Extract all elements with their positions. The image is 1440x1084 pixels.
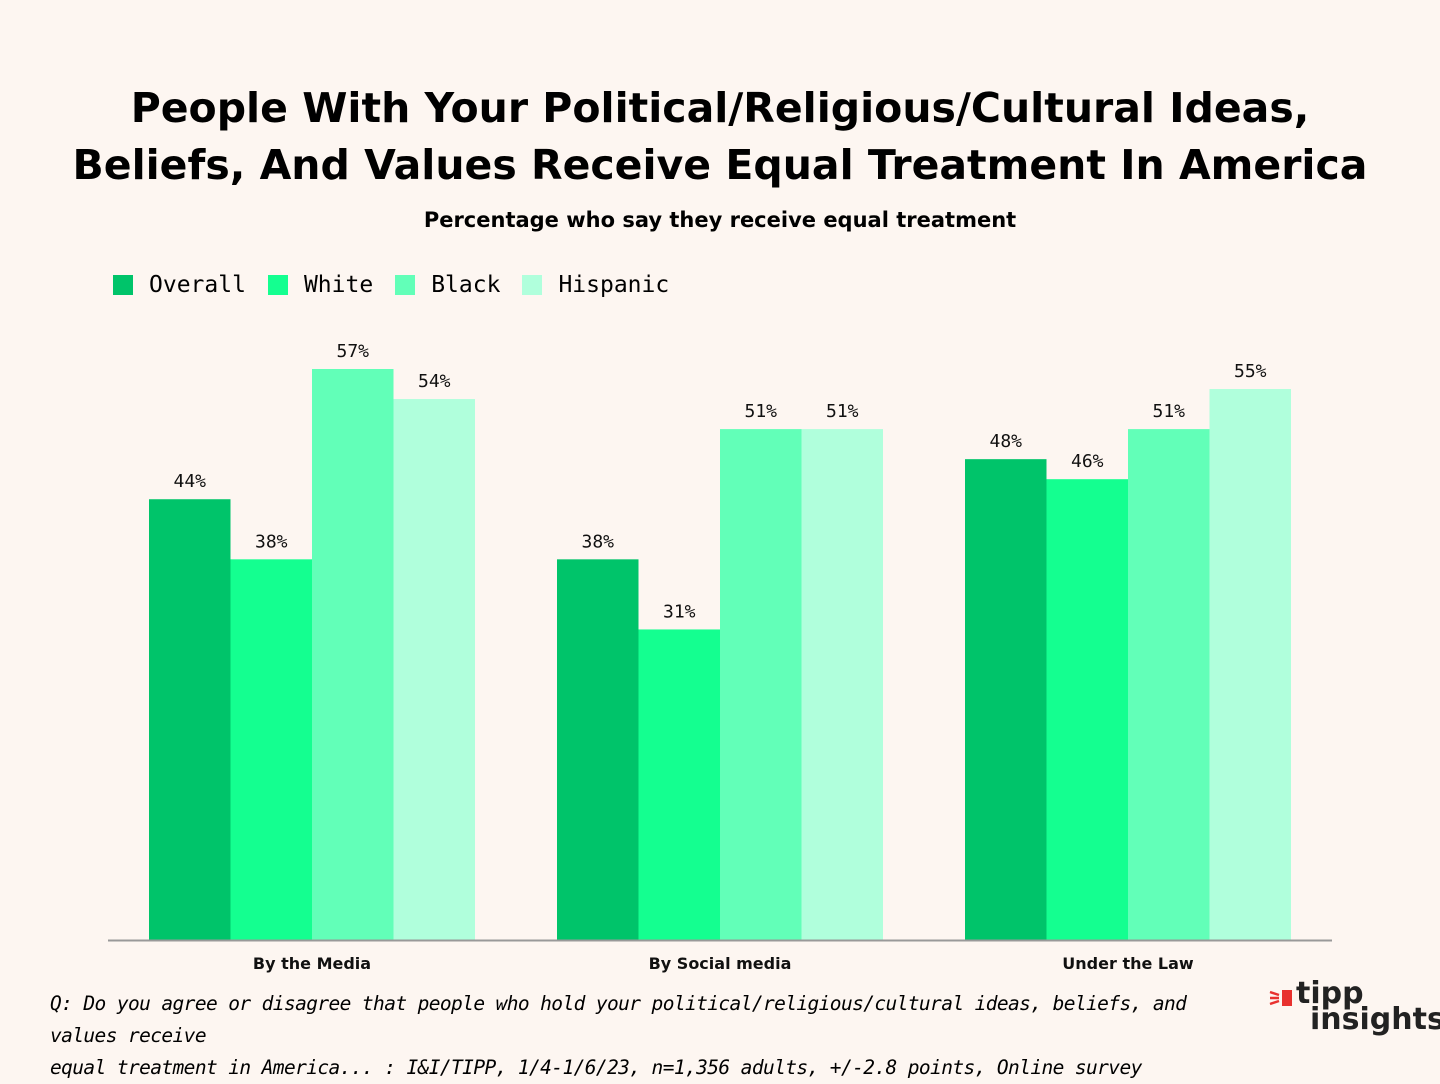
chart-title: People With Your Political/Religious/Cul… [0, 80, 1440, 194]
bar-overall-1 [149, 499, 231, 940]
bar-hispanic-1 [393, 399, 475, 941]
chart-title-line-1: People With Your Political/Religious/Cul… [130, 84, 1310, 132]
category-label-2: By Social media [649, 954, 792, 973]
bar-hispanic-2 [801, 429, 883, 940]
legend-item-overall: Overall [113, 272, 246, 298]
data-label-hispanic-2: 51% [826, 401, 859, 422]
footnote-line-2: equal treatment in America... : I&I/TIPP… [50, 1056, 1142, 1079]
footnote: Q: Do you agree or disagree that people … [50, 988, 1230, 1084]
legend-swatch-overall [113, 275, 133, 295]
data-label-overall-1: 44% [173, 471, 206, 492]
data-label-hispanic-1: 54% [418, 371, 451, 392]
logo-arrow-icon [1269, 990, 1292, 1006]
data-label-black-2: 51% [744, 401, 777, 422]
category-label-1: By the Media [253, 954, 371, 973]
legend-label-overall: Overall [149, 272, 246, 298]
footnote-line-1: Q: Do you agree or disagree that people … [50, 992, 1187, 1047]
legend-label-hispanic: Hispanic [558, 272, 670, 298]
data-label-overall-2: 38% [581, 531, 614, 552]
logo-word-insights: insights [1310, 1002, 1440, 1037]
chart-legend: Overall White Black Hispanic [113, 272, 691, 298]
data-label-white-1: 38% [255, 531, 288, 552]
legend-label-black: Black [431, 272, 501, 298]
bar-white-3 [1046, 479, 1128, 940]
data-label-hispanic-3: 55% [1234, 361, 1267, 382]
logo-word-tipp: tipp [1296, 976, 1364, 1011]
data-label-white-2: 31% [663, 601, 696, 622]
data-label-black-3: 51% [1152, 401, 1185, 422]
bar-black-1 [312, 369, 394, 940]
legend-item-white: White [267, 272, 374, 298]
tipp-insights-logo: tipp insights [1266, 976, 1440, 1042]
data-label-black-1: 57% [336, 341, 369, 362]
legend-swatch-hispanic [522, 275, 543, 295]
category-label-3: Under the Law [1062, 954, 1194, 973]
bar-black-2 [720, 429, 802, 940]
legend-item-hispanic: Hispanic [522, 272, 669, 298]
chart-title-line-2: Beliefs, And Values Receive Equal Treatm… [72, 141, 1368, 189]
legend-swatch-black [395, 275, 416, 295]
bar-black-3 [1128, 429, 1210, 940]
bar-hispanic-3 [1209, 389, 1291, 940]
legend-swatch-white [267, 275, 288, 295]
data-label-white-3: 46% [1071, 451, 1104, 472]
data-label-overall-3: 48% [989, 431, 1022, 452]
bar-overall-2 [557, 559, 639, 940]
bar-white-2 [638, 629, 720, 940]
chart-subtitle: Percentage who say they receive equal tr… [423, 208, 1017, 232]
legend-label-white: White [303, 272, 374, 298]
bar-overall-3 [965, 459, 1047, 940]
bar-white-1 [230, 559, 312, 940]
legend-item-black: Black [395, 272, 500, 298]
